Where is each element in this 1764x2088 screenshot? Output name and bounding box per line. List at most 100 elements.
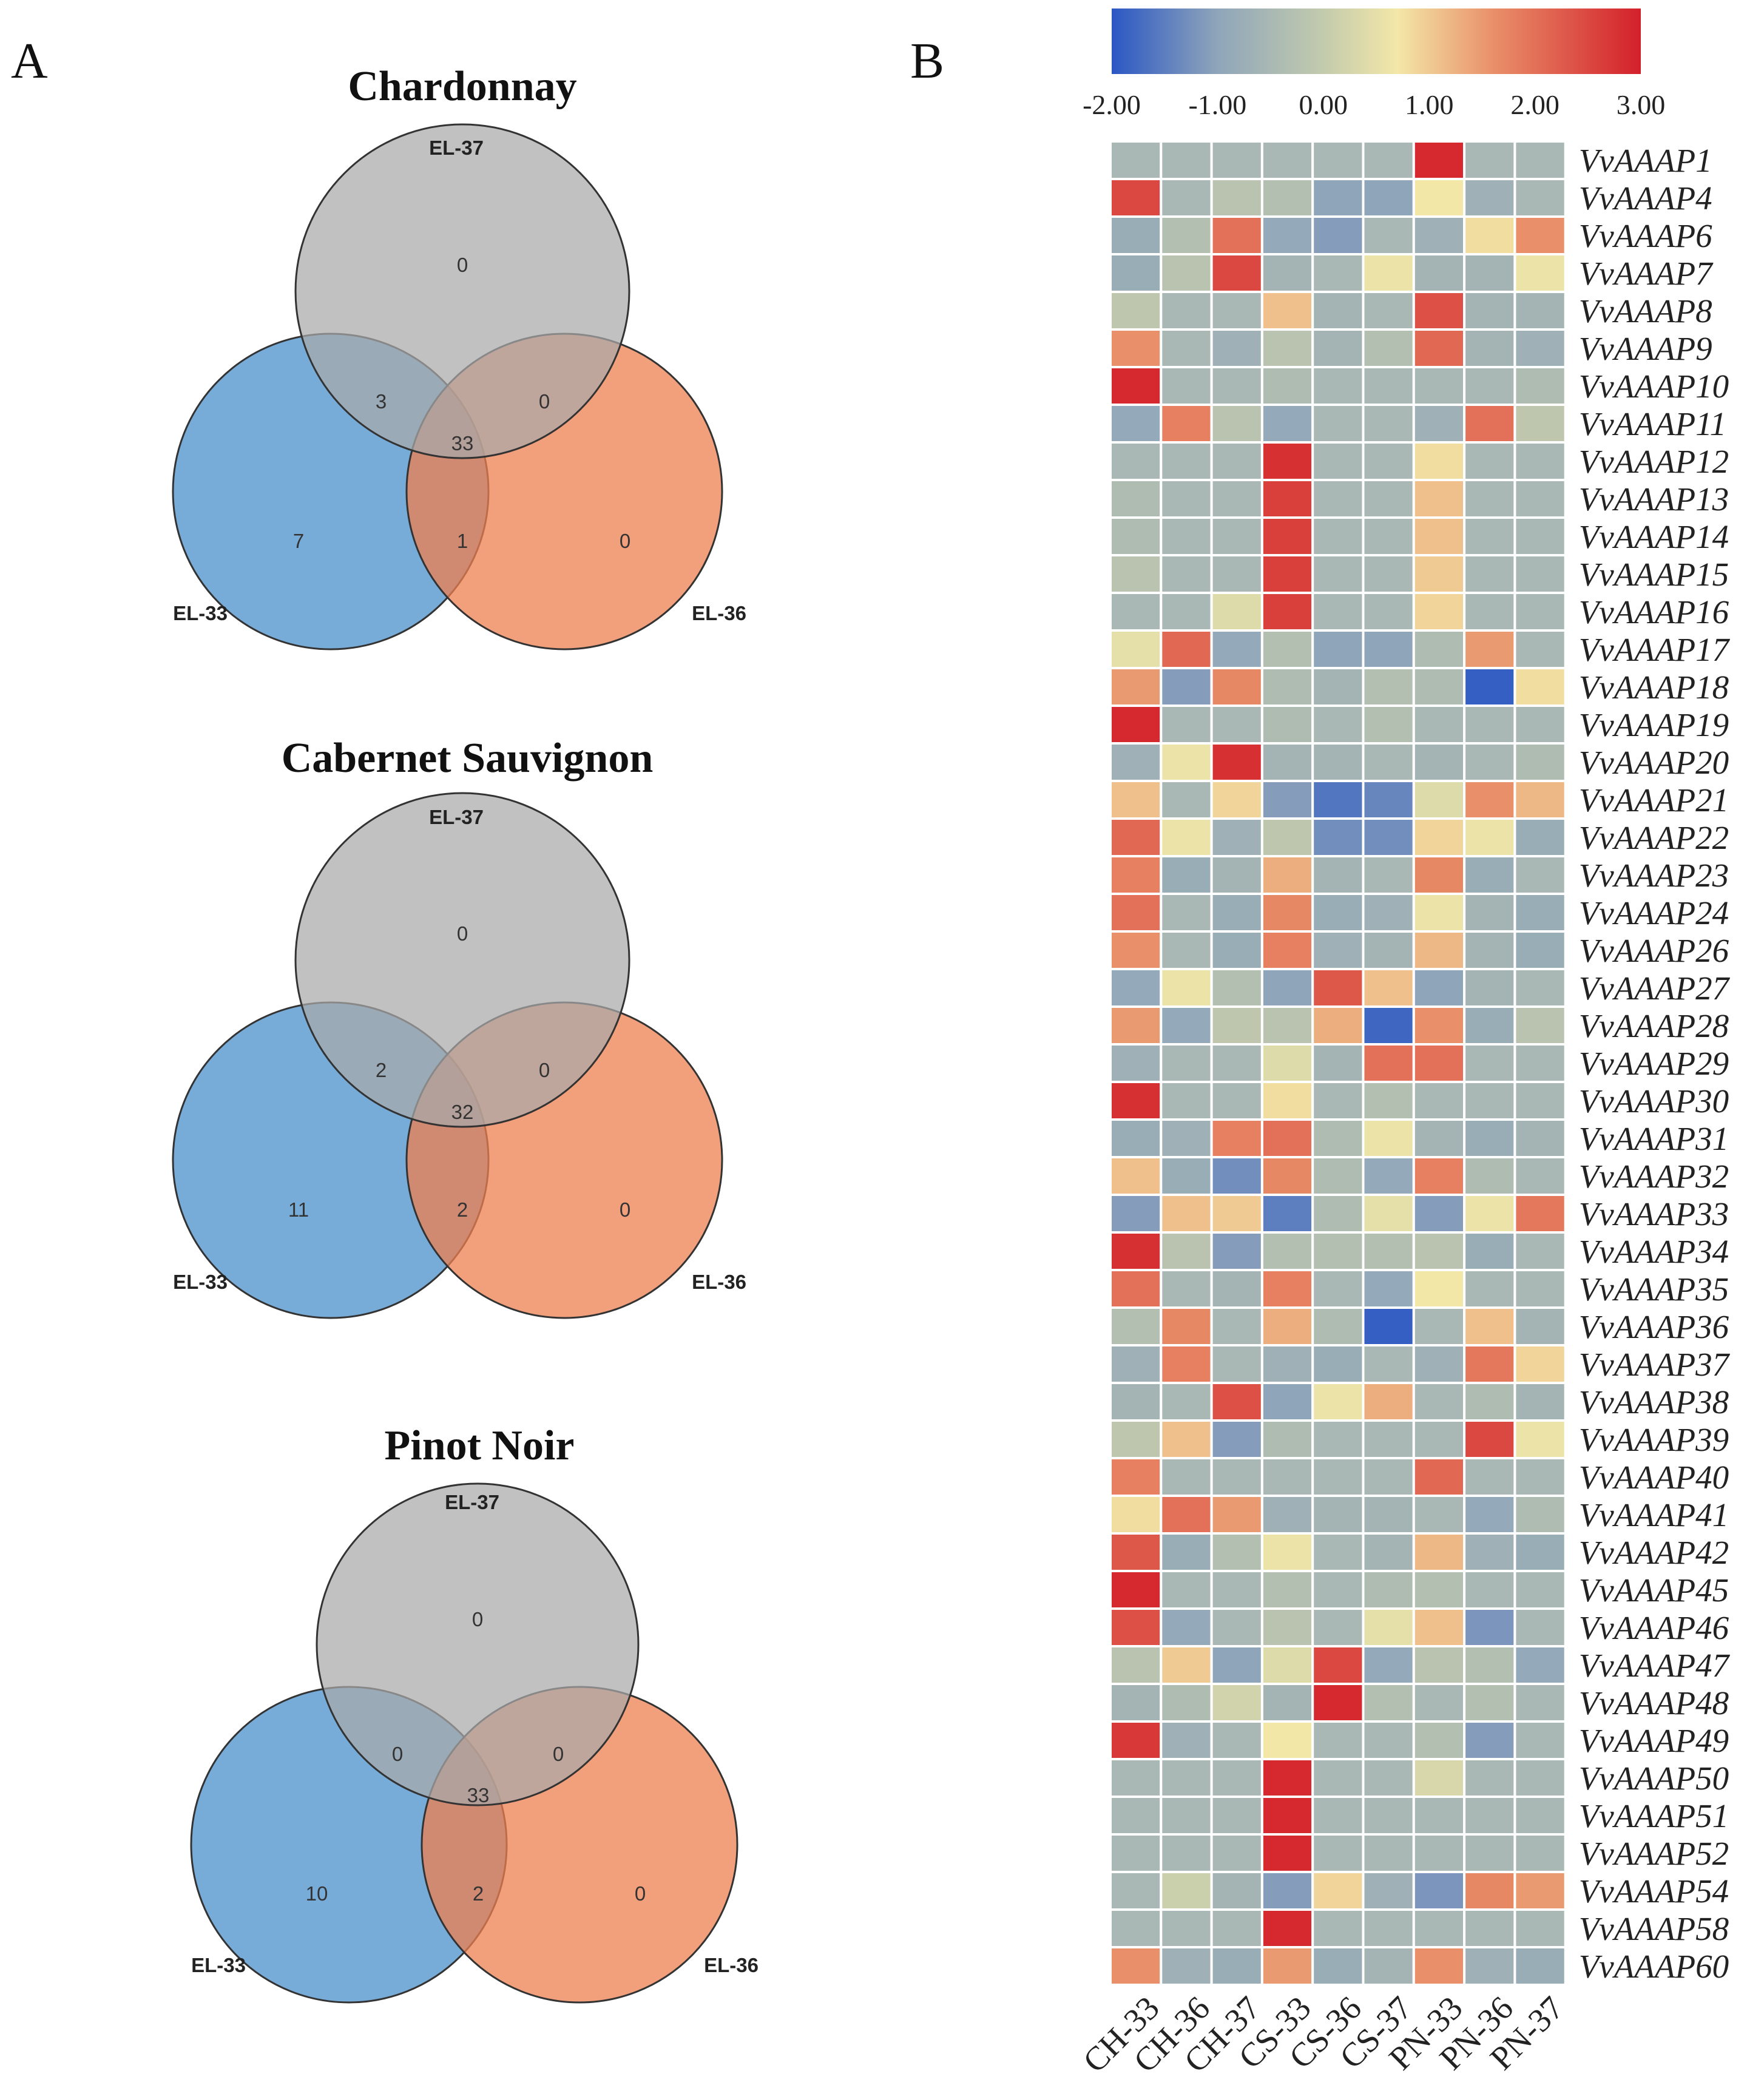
heatmap-cell (1210, 1382, 1263, 1422)
heatmap-cell (1412, 1758, 1466, 1798)
heatmap-cell (1311, 1570, 1365, 1610)
heatmap-cell (1109, 253, 1163, 293)
heatmap-cell (1109, 1570, 1163, 1610)
heatmap-cell (1362, 1645, 1415, 1685)
heatmap-row-label: VvAAAP14 (1579, 518, 1729, 555)
heatmap-cell (1412, 1607, 1466, 1647)
heatmap-cell (1311, 1118, 1365, 1158)
heatmap-cell (1109, 1495, 1163, 1535)
heatmap-cell (1160, 1457, 1213, 1497)
heatmap-cell (1311, 366, 1365, 406)
color-scale-bar (1112, 8, 1641, 74)
heatmap-row-label: VvAAAP52 (1579, 1835, 1729, 1872)
heatmap-cell (1260, 1156, 1314, 1196)
heatmap-cell (1513, 554, 1567, 594)
heatmap-cell (1260, 1269, 1314, 1309)
heatmap-cell (1463, 1156, 1516, 1196)
heatmap-cell (1463, 328, 1516, 368)
heatmap-cell (1311, 1532, 1365, 1572)
heatmap-cell (1362, 291, 1415, 331)
heatmap-cell (1160, 1645, 1213, 1685)
heatmap-cell (1311, 1231, 1365, 1271)
heatmap-row-label: VvAAAP31 (1579, 1120, 1729, 1157)
heatmap-cell (1362, 1382, 1415, 1422)
heatmap-cell (1412, 1269, 1466, 1309)
heatmap-cell (1412, 1796, 1466, 1836)
heatmap-cell (1513, 1495, 1567, 1535)
heatmap-row-label: VvAAAP41 (1579, 1496, 1729, 1533)
heatmap-cell (1513, 1871, 1567, 1911)
heatmap-cell (1260, 1344, 1314, 1384)
heatmap-row-label: VvAAAP49 (1579, 1722, 1729, 1759)
panel-label-b: B (910, 33, 944, 89)
heatmap-cell (1463, 1306, 1516, 1346)
heatmap-cell (1260, 1005, 1314, 1046)
heatmap-cell (1210, 629, 1263, 669)
heatmap-cell (1362, 1758, 1415, 1798)
heatmap-cell (1311, 441, 1365, 481)
heatmap-cell (1210, 1645, 1263, 1685)
heatmap-cell (1311, 968, 1365, 1008)
heatmap-cell (1412, 704, 1466, 745)
venn-pinot-noir: Pinot Noir EL-37 EL-33 EL-36 0 0 0 33 10… (190, 1422, 759, 2004)
venn-circle-el37 (294, 123, 630, 459)
heatmap-cell (1160, 1570, 1213, 1610)
heatmap-cell (1311, 253, 1365, 293)
heatmap-cell (1260, 1419, 1314, 1459)
heatmap-cell (1210, 516, 1263, 556)
heatmap-cell (1513, 1758, 1567, 1798)
heatmap-cell (1260, 930, 1314, 970)
heatmap-row-label: VvAAAP54 (1579, 1873, 1729, 1910)
venn-title: Pinot Noir (384, 1422, 574, 1469)
heatmap-cell (1210, 479, 1263, 519)
heatmap-cell (1463, 1645, 1516, 1685)
heatmap-cell (1513, 1194, 1567, 1234)
heatmap-cell (1311, 479, 1365, 519)
heatmap-cell (1412, 178, 1466, 218)
heatmap-cell (1513, 1382, 1567, 1422)
venn-chardonnay: Chardonnay EL-37 EL-33 EL-36 0 3 0 33 7 … (172, 63, 746, 650)
heatmap-cell (1260, 1946, 1314, 1986)
heatmap-cell (1513, 366, 1567, 406)
heatmap-cell (1463, 140, 1516, 180)
heatmap-cell (1362, 1532, 1415, 1572)
heatmap-row-label: VvAAAP22 (1579, 819, 1729, 856)
count-only-el33: 11 (288, 1198, 309, 1221)
heatmap-cell (1362, 366, 1415, 406)
heatmap-cell (1160, 1758, 1213, 1798)
heatmap-cell (1513, 930, 1567, 970)
heatmap-cell (1412, 1457, 1466, 1497)
color-scale-tick: -2.00 (1083, 89, 1141, 120)
heatmap-cell (1160, 742, 1213, 782)
heatmap-cell (1463, 1871, 1516, 1911)
heatmap-cell (1412, 1118, 1466, 1158)
heatmap-cell (1412, 140, 1466, 180)
heatmap-cell (1210, 667, 1263, 707)
heatmap-cell (1260, 817, 1314, 857)
heatmap-cell (1210, 1607, 1263, 1647)
heatmap-cell (1463, 704, 1516, 745)
heatmap-cell (1463, 780, 1516, 820)
heatmap-cell (1210, 1758, 1263, 1798)
heatmap-row-label: VvAAAP26 (1579, 932, 1729, 969)
heatmap-cell (1513, 441, 1567, 481)
heatmap-cell (1412, 1194, 1466, 1234)
heatmap-cell (1260, 1908, 1314, 1948)
heatmap-cell (1362, 1118, 1415, 1158)
heatmap-cell (1160, 1081, 1213, 1121)
heatmap-cell (1463, 1946, 1516, 1986)
heatmap-cell (1463, 1720, 1516, 1760)
heatmap-cell (1109, 554, 1163, 594)
heatmap-cell (1311, 215, 1365, 255)
heatmap-cell (1362, 667, 1415, 707)
count-only-el37: 0 (472, 1608, 483, 1630)
heatmap-cell (1210, 893, 1263, 933)
heatmap-cell (1412, 1419, 1466, 1459)
heatmap-cell (1210, 291, 1263, 331)
heatmap-cell (1362, 441, 1415, 481)
heatmap-cell (1109, 742, 1163, 782)
heatmap-cell (1109, 479, 1163, 519)
heatmap-cell (1362, 215, 1415, 255)
heatmap-cell (1160, 140, 1213, 180)
heatmap-cell (1260, 253, 1314, 293)
